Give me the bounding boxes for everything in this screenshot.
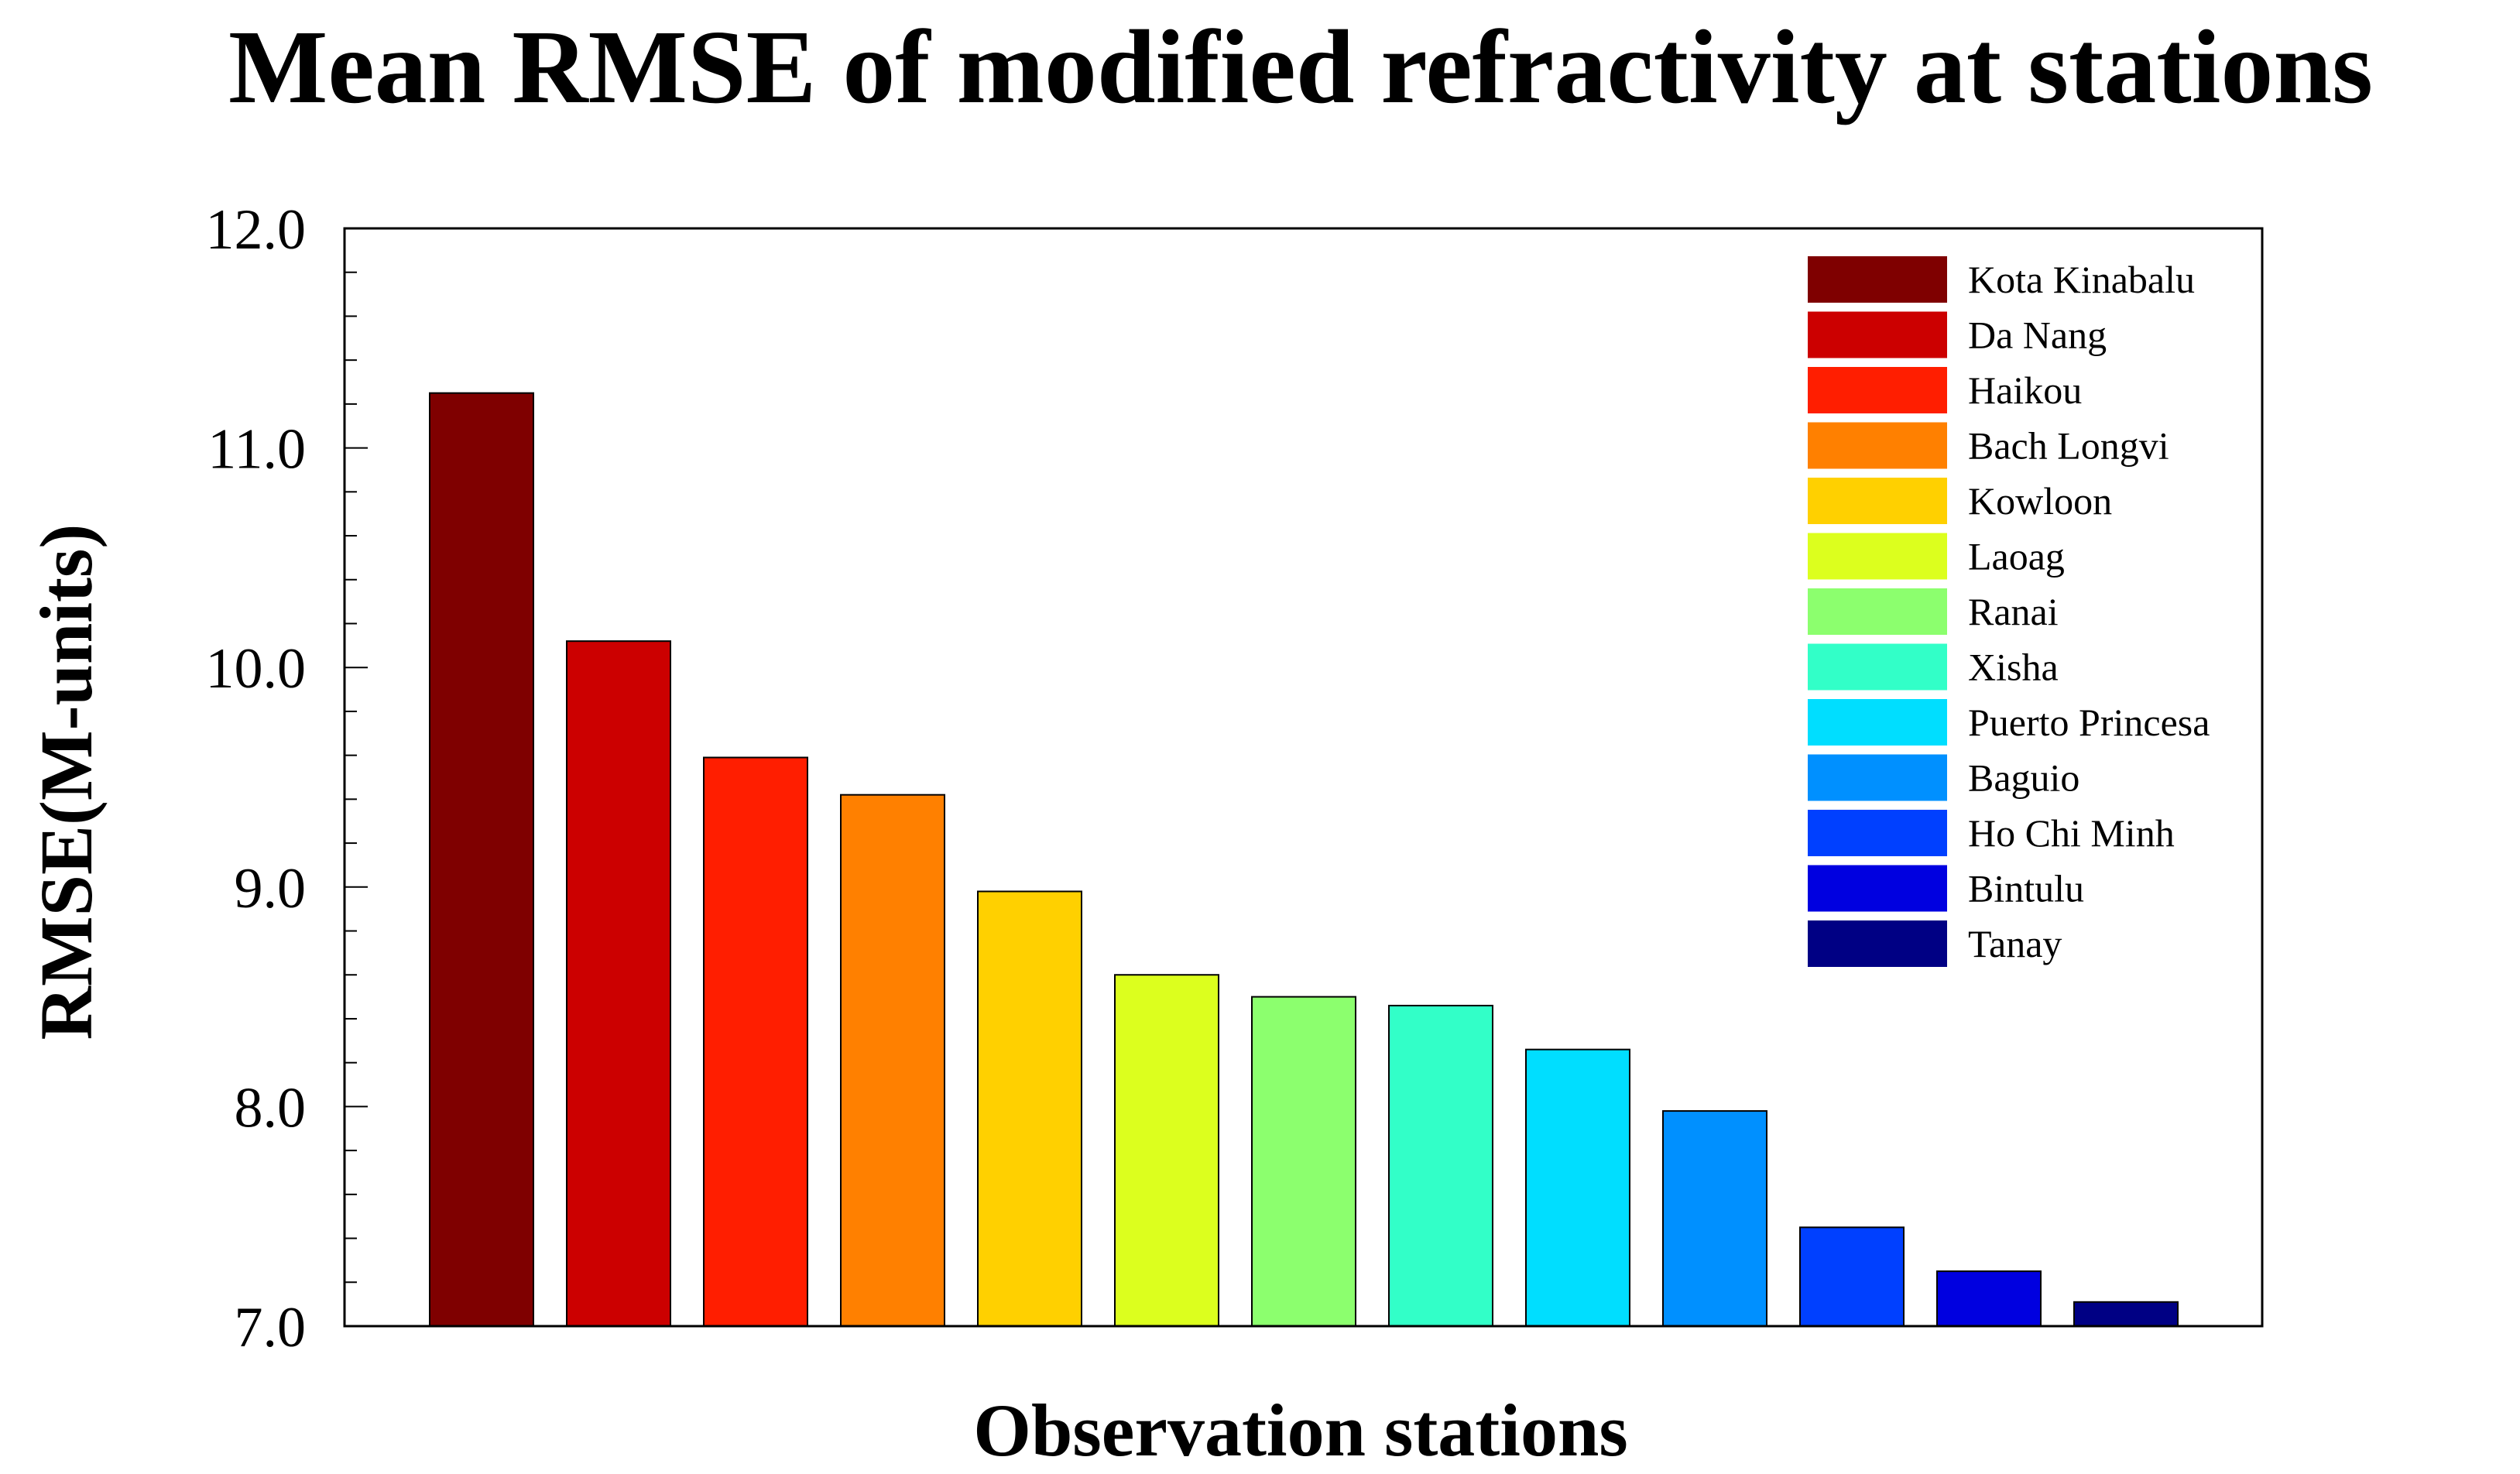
chart-title: Mean RMSE of modified refractivity at st…	[228, 9, 2373, 125]
y-tick-label: 7.0	[235, 1296, 307, 1359]
bar	[2073, 1301, 2179, 1327]
bar	[566, 640, 671, 1327]
y-tick-label: 12.0	[206, 198, 307, 262]
legend-swatch	[1808, 699, 1947, 746]
legend-label: Haikou	[1968, 368, 2082, 412]
plot-frame	[343, 227, 2264, 1328]
legend-label: Da Nang	[1968, 314, 2107, 357]
legend-swatch	[1808, 643, 1947, 691]
legend-label: Kowloon	[1968, 479, 2112, 523]
legend-swatch	[1808, 810, 1947, 856]
legend-label: Tanay	[1968, 922, 2062, 965]
legend-swatch	[1808, 478, 1947, 524]
legend-label: Baguio	[1968, 756, 2079, 800]
y-tick-label: 10.0	[206, 637, 307, 701]
legend-swatch	[1808, 533, 1947, 580]
legend-swatch	[1808, 920, 1947, 967]
y-axis-label: RMSE(M-units)	[25, 524, 108, 1040]
bar	[977, 890, 1082, 1328]
legend-label: Bach Longvi	[1968, 424, 2169, 468]
legend-swatch	[1808, 865, 1947, 912]
legend-label: Ranai	[1968, 590, 2059, 633]
y-tick-label: 8.0	[235, 1076, 307, 1140]
bar	[840, 794, 945, 1327]
bar	[1114, 974, 1219, 1327]
legend-swatch	[1808, 256, 1947, 303]
legend-swatch	[1808, 588, 1947, 635]
legend-label: Bintulu	[1968, 867, 2084, 910]
legend-swatch	[1808, 422, 1947, 469]
bar	[1799, 1226, 1905, 1328]
legend-label: Laoag	[1968, 535, 2065, 578]
y-tick-label: 9.0	[235, 857, 307, 920]
bar	[429, 392, 534, 1328]
legend-swatch	[1808, 754, 1947, 801]
bar	[1662, 1110, 1767, 1328]
legend: Kota Kinabalu Da Nang Haikou Bach Longvi Kow…	[1808, 256, 2210, 967]
legend-label: Kota Kinabalu	[1968, 258, 2195, 301]
bar	[1936, 1270, 2042, 1327]
bar	[1525, 1048, 1630, 1327]
bar	[1388, 1004, 1493, 1327]
legend-label: Xisha	[1968, 646, 2059, 689]
legend-label: Ho Chi Minh	[1968, 811, 2175, 855]
bar	[703, 756, 808, 1327]
legend-label: Puerto Princesa	[1968, 701, 2210, 744]
bar	[1251, 996, 1356, 1327]
y-tick-label: 11.0	[207, 418, 306, 482]
legend-swatch	[1808, 367, 1947, 413]
legend-swatch	[1808, 311, 1947, 358]
x-axis-label: Observation stations	[973, 1389, 1627, 1470]
